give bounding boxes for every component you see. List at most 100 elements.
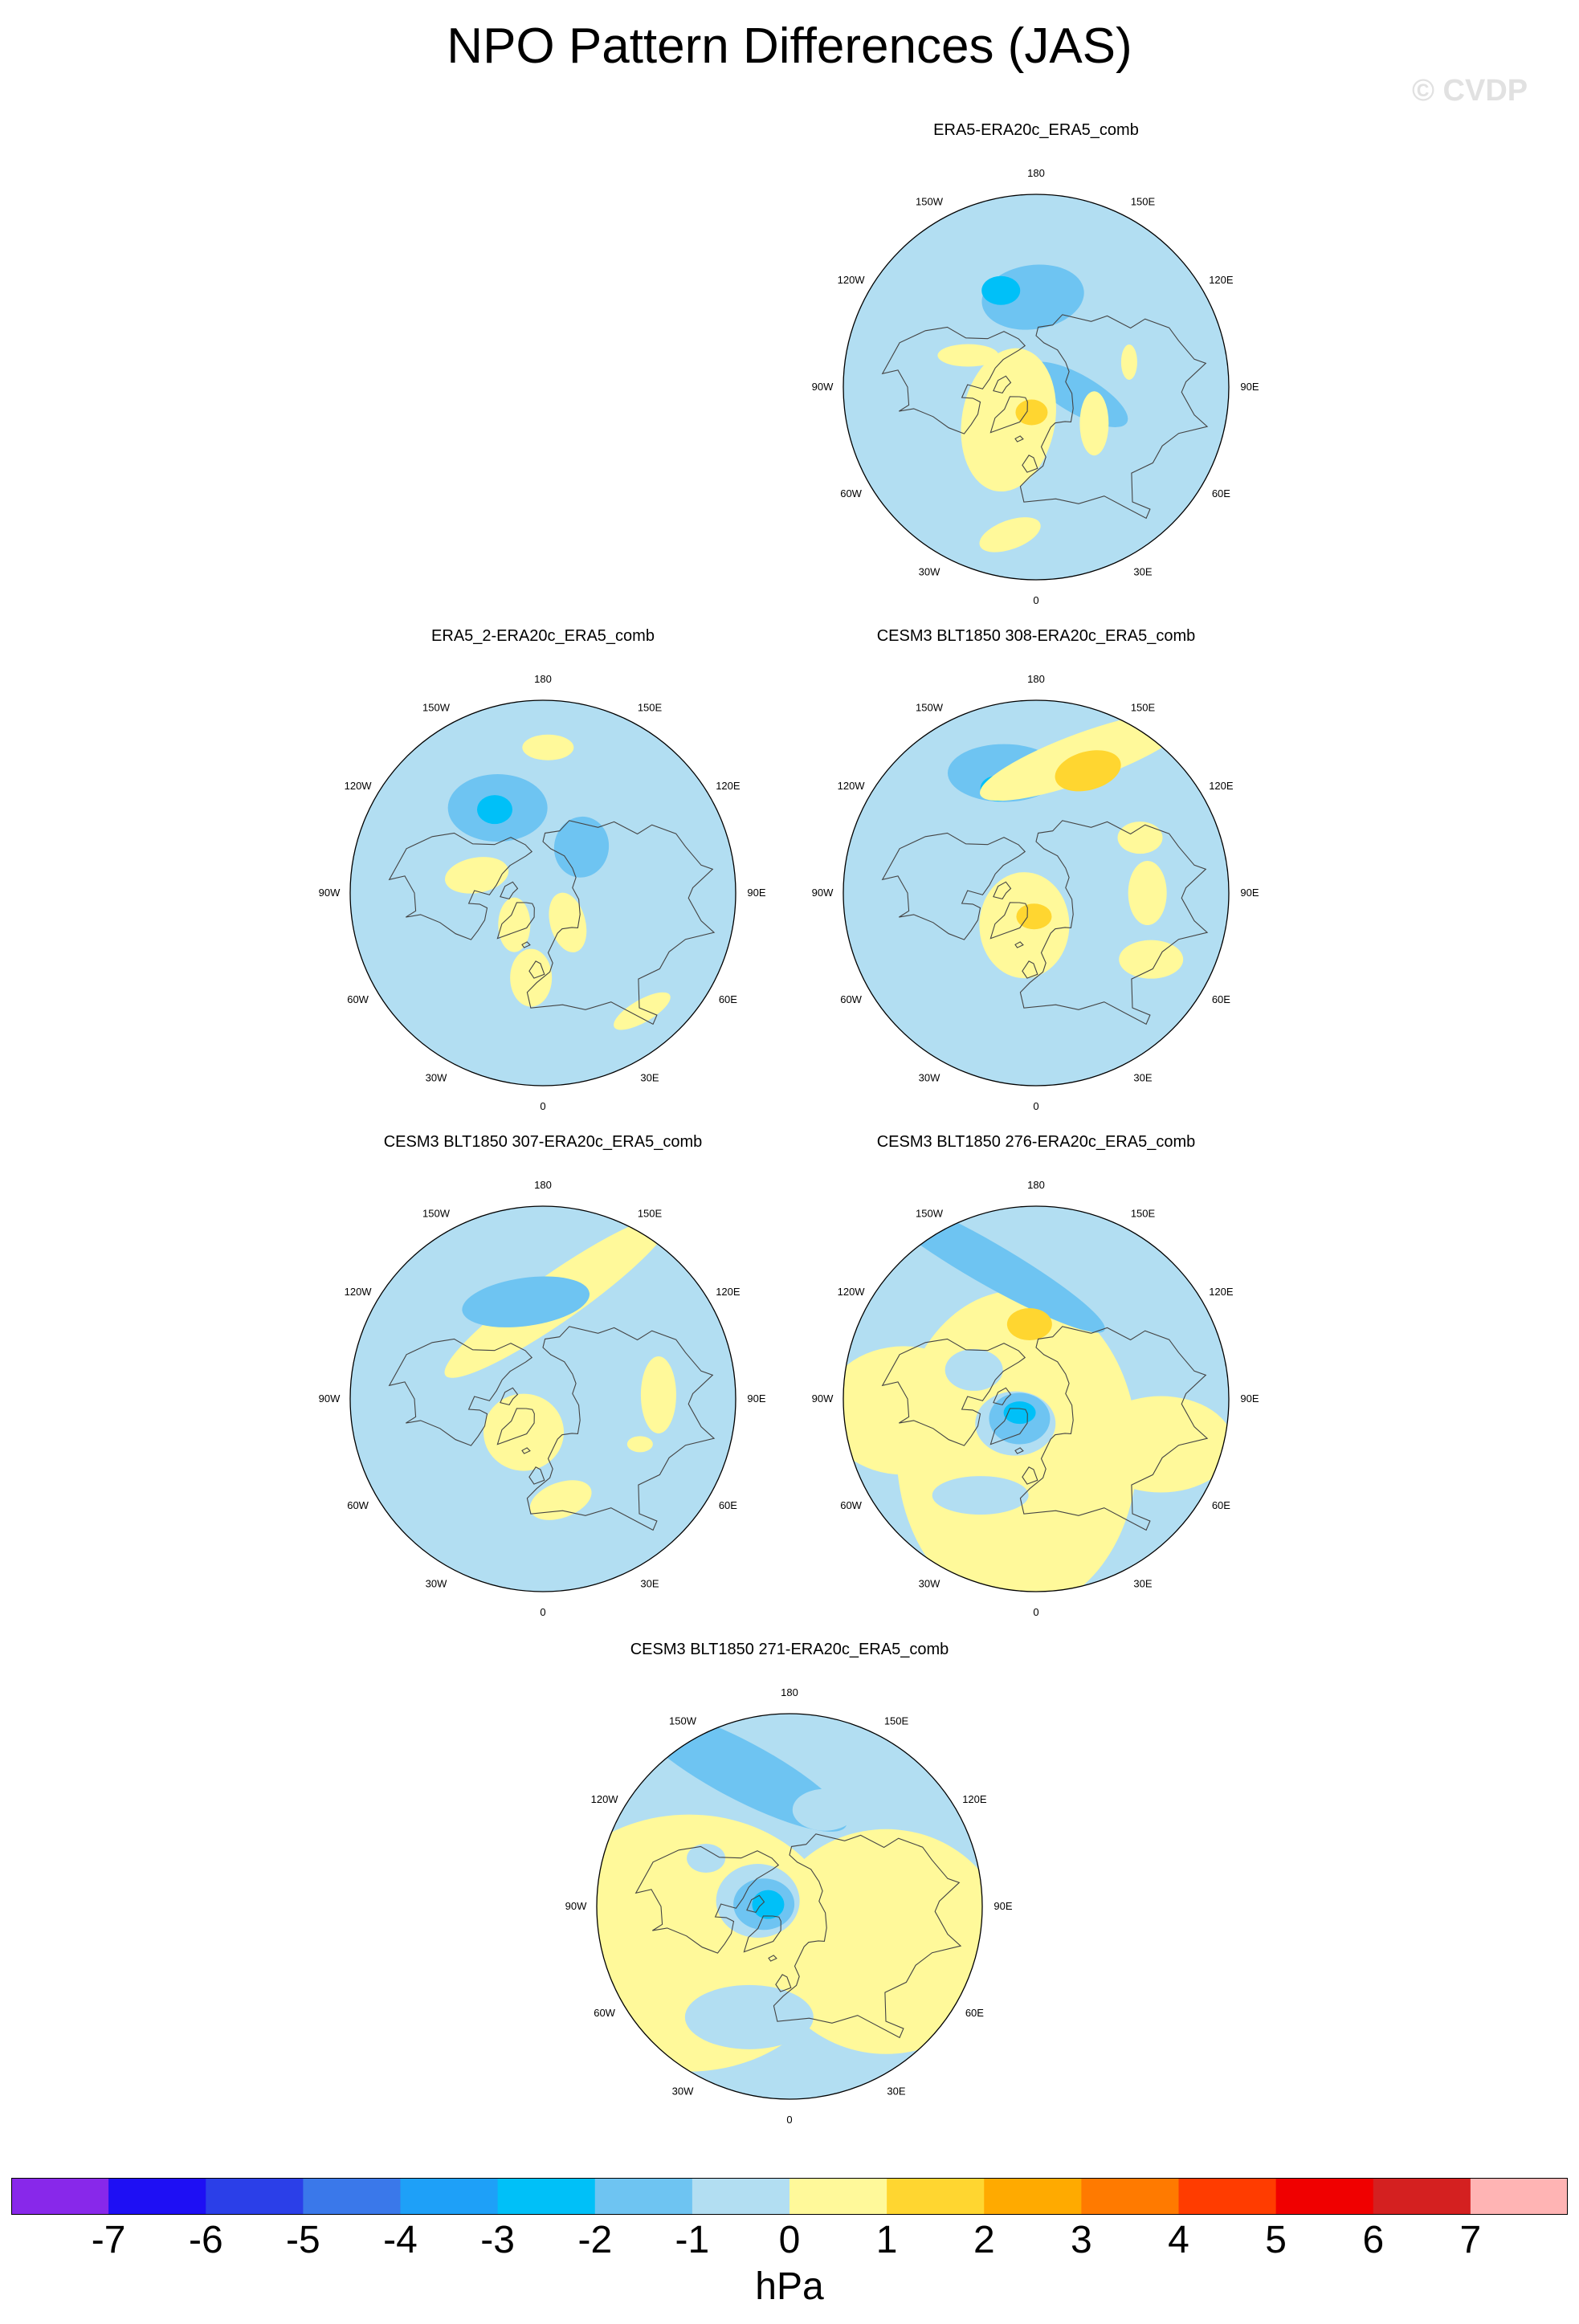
longitude-label: 150W [916, 1208, 944, 1220]
colorbar-tick-label: 0 [778, 2219, 801, 2261]
anomaly-region [1088, 1396, 1229, 1493]
coastlines [634, 1833, 962, 2039]
longitude-label: 30E [1133, 565, 1152, 577]
longitude-label: 30E [887, 2085, 905, 2097]
longitude-label: 150E [1131, 1208, 1156, 1220]
panel-title: CESM3 BLT1850 308-ERA20c_ERA5_comb [876, 627, 1196, 645]
anomaly-region [553, 816, 610, 878]
watermark: © CVDP [1412, 74, 1528, 108]
anomaly-region [462, 1276, 590, 1327]
anomaly-layer [937, 264, 1137, 552]
colorbar-tick-label: -5 [286, 2219, 320, 2261]
coastline [1019, 314, 1209, 520]
colorbar-swatch [1178, 2178, 1277, 2215]
colorbar-swatch [887, 2178, 985, 2215]
longitude-label: 120E [1209, 1286, 1234, 1298]
longitude-label: 90E [1240, 1392, 1259, 1405]
colorbar-swatch [1373, 2178, 1471, 2215]
coastlines [881, 1326, 1209, 1531]
longitude-label: 60E [719, 1499, 737, 1511]
longitude-label: 120E [716, 1286, 741, 1298]
longitude-label: 150W [422, 1208, 451, 1220]
longitude-label: 90E [1240, 381, 1259, 393]
polar-map: 180 150E 120E 90E 60E 30E 0 30W 60W 90W 120W 150W [319, 673, 766, 1112]
anomaly-region [981, 275, 1021, 305]
anomaly-region [510, 948, 553, 1007]
map-background [350, 700, 736, 1086]
longitude-label: 150E [884, 1715, 909, 1727]
colorbar-swatch [1275, 2178, 1374, 2215]
colorbar-swatch [984, 2178, 1082, 2215]
coastline [1022, 960, 1038, 979]
coastline [1014, 435, 1024, 442]
longitude-label: 60E [719, 993, 737, 1005]
longitude-label: 150W [916, 196, 944, 208]
coastline [1014, 1447, 1024, 1454]
colorbar-swatch [108, 2178, 206, 2215]
longitude-label: 120E [962, 1793, 987, 1805]
map-border [843, 194, 1230, 581]
longitude-label: 30W [919, 1071, 940, 1083]
colorbar-tick-label: 7 [1459, 2219, 1482, 2261]
colorbar-tick-label: 3 [1071, 2219, 1092, 2261]
panel-era5: ERA5-ERA20c_ERA5_comb 180 150E 120E 90E 60E 3… [779, 120, 1293, 634]
panel-title: ERA5_2-ERA20c_ERA5_comb [431, 627, 655, 645]
longitude-label: 60E [1212, 487, 1230, 499]
anomaly-region [522, 734, 574, 760]
longitude-label: 60E [1212, 1499, 1230, 1511]
longitude-label: 30E [1133, 1071, 1152, 1083]
panel-cesm3-271: CESM3 BLT1850 271-ERA20c_ERA5_comb 180 15… [532, 1640, 1047, 2154]
anomaly-region [1119, 940, 1184, 979]
coastline [526, 1326, 716, 1531]
longitude-label: 150E [638, 1208, 663, 1220]
longitude-label: 120E [716, 780, 741, 792]
colorbar-tick-label: -6 [188, 2219, 223, 2261]
colorbar-tick-label: -7 [91, 2219, 126, 2261]
coastline [768, 1955, 777, 1962]
longitude-label: 0 [1033, 594, 1038, 606]
longitude-label: 30E [640, 1071, 659, 1083]
units-label: hPa [755, 2265, 824, 2308]
colorbar-tick-label: 6 [1362, 2219, 1385, 2261]
longitude-label: 90W [812, 381, 834, 393]
coastlines [881, 314, 1209, 520]
anomaly-region [498, 897, 531, 952]
panel-cesm3-276: CESM3 BLT1850 276-ERA20c_ERA5_comb 180 15… [779, 1132, 1293, 1646]
coastline [993, 1387, 1012, 1406]
colorbar-tick-label: -2 [577, 2219, 613, 2261]
coastline [388, 832, 533, 940]
coastline [500, 1387, 519, 1406]
longitude-label: 0 [540, 1100, 545, 1112]
coastline [496, 902, 535, 940]
colorbar-border [11, 2178, 1568, 2215]
longitude-label: 60E [1212, 993, 1230, 1005]
longitude-label: 150W [669, 1715, 697, 1727]
longitude-label: 30E [1133, 1577, 1152, 1589]
polar-map: 180 150E 120E 90E 60E 30E 0 30W 60W 90W 120W 150W [565, 1686, 1013, 2126]
panel-title: CESM3 BLT1850 276-ERA20c_ERA5_comb [876, 1133, 1196, 1151]
longitude-label: 30W [672, 2085, 694, 2097]
coastline [881, 1338, 1026, 1446]
coastline [1019, 1326, 1209, 1531]
colorbar-swatch [1470, 2178, 1568, 2215]
longitude-label: 120W [838, 780, 866, 792]
longitude-label: 150E [1131, 196, 1156, 208]
anomaly-region [1120, 344, 1137, 380]
polar-map: 180 150E 120E 90E 60E 30E 0 30W 60W 90W 120W 150W [319, 1179, 766, 1618]
longitude-label: 90E [1240, 887, 1259, 899]
anomaly-region [752, 1890, 785, 1919]
anomaly-region [483, 1393, 564, 1471]
longitude-label: 0 [1033, 1100, 1038, 1112]
coastline [743, 1915, 781, 1953]
longitude-label: 90E [747, 887, 765, 899]
anomaly-region [1015, 399, 1048, 426]
coastline [1022, 455, 1038, 473]
longitude-label: 30W [426, 1071, 447, 1083]
coastline [746, 1894, 765, 1914]
coastlines [388, 820, 716, 1025]
longitude-label: 60W [840, 487, 862, 499]
anomaly-region [1016, 903, 1052, 930]
coastline [500, 881, 519, 900]
longitude-label: 60W [840, 993, 862, 1005]
polar-map: 180 150E 120E 90E 60E 30E 0 30W 60W 90W 120W 150W [812, 673, 1259, 1112]
